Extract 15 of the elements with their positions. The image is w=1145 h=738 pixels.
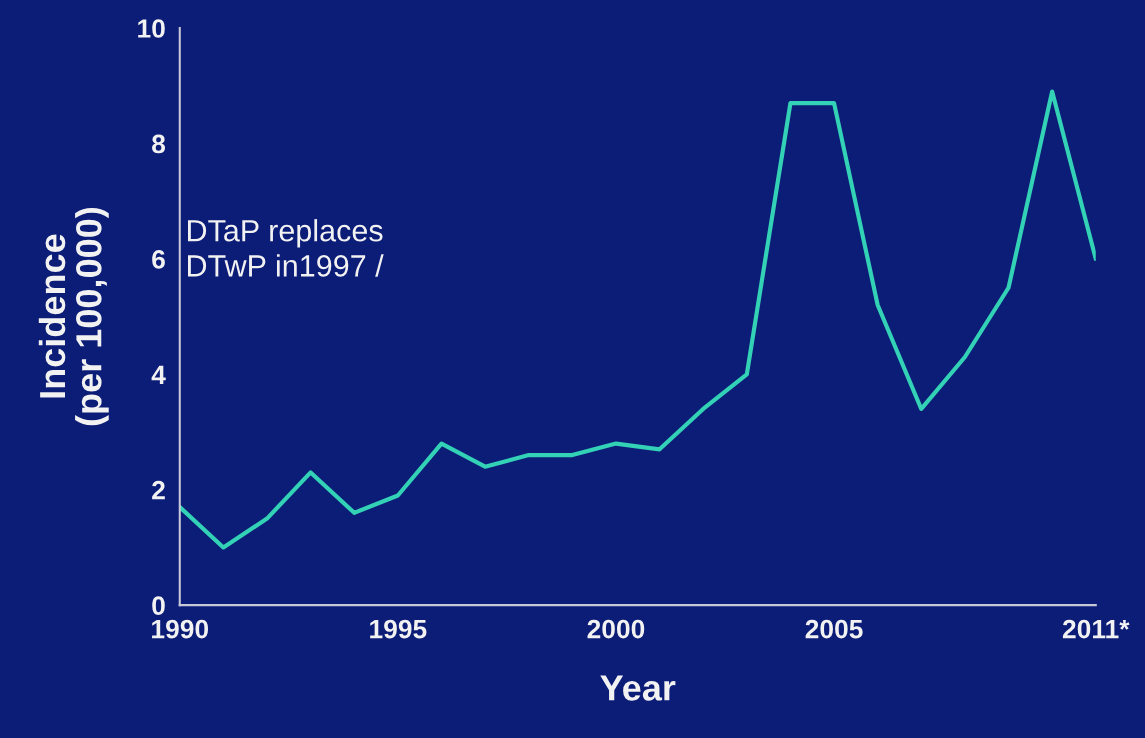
x-tick-label: 1995 bbox=[370, 619, 427, 639]
y-axis-title: Incidence (per 100,000) bbox=[38, 207, 109, 426]
x-axis-title: Year bbox=[600, 675, 676, 701]
x-tick-label: 2000 bbox=[587, 619, 645, 639]
x-tick-label: 2011* bbox=[1062, 619, 1130, 639]
y-tick-label: 0 bbox=[152, 596, 165, 615]
x-tick-label: 1990 bbox=[152, 619, 209, 639]
line-series bbox=[179, 89, 1096, 550]
y-tick-label: 6 bbox=[152, 250, 165, 269]
annotation: DTaP replaces DTwP in1997 / bbox=[188, 219, 384, 277]
x-tick-label: 2005 bbox=[805, 619, 863, 639]
y-tick-label: 10 bbox=[138, 19, 165, 38]
y-tick-label: 4 bbox=[151, 365, 166, 384]
y-tick-label: 8 bbox=[152, 134, 166, 154]
y-tick-label: 2 bbox=[152, 480, 165, 500]
